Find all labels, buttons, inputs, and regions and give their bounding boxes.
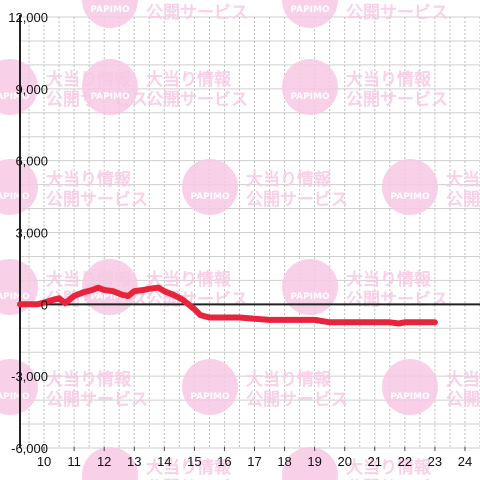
watermark-line1: 大当り情報: [346, 269, 432, 290]
watermark-line1: 大当り情報: [346, 0, 432, 3]
y-tick-label: -6,000: [11, 441, 48, 456]
watermark-logo-text: PAPIMO: [390, 192, 430, 202]
watermark-logo-text: PAPIMO: [0, 92, 30, 102]
watermark-line2: 公開サービス: [46, 190, 148, 210]
series: [17, 284, 438, 327]
watermark-logo-text: PAPIMO: [0, 292, 30, 302]
watermark-line1: 大当り情報: [246, 369, 332, 390]
watermark-logo-text: PAPIMO: [290, 292, 330, 302]
x-tick-label: 21: [368, 454, 382, 469]
watermark-logo-icon: [282, 0, 338, 28]
x-tick-labels: 10 11 12 13 14 15 16 17 18 19 20 21 22 23 24: [37, 454, 472, 469]
watermark-logo-icon: [82, 59, 138, 115]
x-tick-label: 15: [187, 454, 201, 469]
watermark-line2: 公開サービス: [146, 478, 248, 480]
watermark-line2: 公開サービス: [246, 390, 348, 410]
watermark-line2: 公開サービス: [446, 390, 480, 410]
x-tick-label: 17: [247, 454, 261, 469]
watermark-logo-icon: [282, 259, 338, 315]
x-tick-label: 13: [127, 454, 141, 469]
watermark-line1: 大当り情報: [446, 169, 480, 190]
watermark-logo-icon: [0, 159, 38, 215]
x-tick-label: 23: [428, 454, 442, 469]
watermark-logo-icon: [0, 59, 38, 115]
watermark-logo-icon: [382, 159, 438, 215]
x-tick-label: 24: [458, 454, 472, 469]
y-tick-label: 9,000: [15, 82, 48, 97]
watermark-logo-text: PAPIMO: [90, 292, 130, 302]
watermark-line1: 大当り情報: [46, 169, 132, 190]
watermark-line2: 公開サービス: [346, 90, 448, 110]
watermark-line2: 公開サービス: [146, 90, 248, 110]
watermark-line1: 大当り情報: [46, 369, 132, 390]
watermark-line1: 大当り情報: [146, 269, 232, 290]
watermark-line1: 大当り情報: [146, 457, 232, 478]
axes: [19, 15, 480, 451]
watermark-logo-icon: [0, 259, 38, 315]
watermark-line2: 公開サービス: [246, 190, 348, 210]
watermark-logo-text: PAPIMO: [390, 392, 430, 402]
y-tick-label: 3,000: [15, 226, 48, 241]
watermark-line1: 大当り情報: [146, 69, 232, 90]
x-tick-label: 22: [398, 454, 412, 469]
watermark-logo-text: PAPIMO: [290, 92, 330, 102]
x-tick-label: 18: [277, 454, 291, 469]
watermark-line1: 大当り情報: [346, 69, 432, 90]
watermark-line2: 公開サービス: [146, 3, 248, 23]
watermark-logo-text: PAPIMO: [0, 392, 30, 402]
series-line: [17, 284, 438, 327]
y-tick-label: -3,000: [11, 369, 48, 384]
watermark-line1: 大当り情報: [346, 457, 432, 478]
watermark-logo-icon: [182, 159, 238, 215]
x-tick-label: 14: [157, 454, 171, 469]
watermark-logo-icon: [282, 447, 338, 480]
watermark-line2: 公開サービス: [46, 390, 148, 410]
watermark-logo-icon: [282, 59, 338, 115]
x-tick-label: 20: [337, 454, 351, 469]
watermark-line2: 公開サービス: [446, 190, 480, 210]
watermark-line2: 公開サービス: [346, 3, 448, 23]
watermark-line1: 大当り情報: [146, 0, 232, 3]
watermark-logo-text: PAPIMO: [90, 5, 130, 15]
x-tick-label: 11: [67, 454, 81, 469]
watermark-line2: 公開サービス: [346, 290, 448, 310]
x-tick-label: 16: [217, 454, 231, 469]
watermark-logo-text: PAPIMO: [290, 5, 330, 15]
watermark-logo-icon: [82, 259, 138, 315]
y-tick-label: 0: [41, 297, 48, 312]
y-tick-labels: 12,000 9,000 6,000 3,000 0 -3,000 -6,000: [8, 10, 48, 456]
watermark-logo-icon: [82, 0, 138, 28]
watermark-logo-text: PAPIMO: [90, 92, 130, 102]
y-tick-label: 12,000: [8, 10, 48, 25]
y-tick-label: 6,000: [15, 154, 48, 169]
x-tick-label: 10: [37, 454, 51, 469]
watermark-logo-icon: [82, 447, 138, 480]
watermark-line2: 公開サービス: [346, 478, 448, 480]
x-tick-label: 19: [307, 454, 321, 469]
watermark-logo-text: PAPIMO: [0, 192, 30, 202]
watermark-logo-icon: [382, 359, 438, 415]
watermark-line1: 大当り情報: [246, 169, 332, 190]
watermark-logo-icon: [182, 359, 238, 415]
x-tick-label: 12: [97, 454, 111, 469]
watermark-logo-icon: [0, 359, 38, 415]
watermark-line2: 公開サービス: [146, 290, 248, 310]
watermark-logo-text: PAPIMO: [190, 392, 230, 402]
watermark-line1: 大当り情報: [446, 369, 480, 390]
watermark-logo-text: PAPIMO: [190, 192, 230, 202]
